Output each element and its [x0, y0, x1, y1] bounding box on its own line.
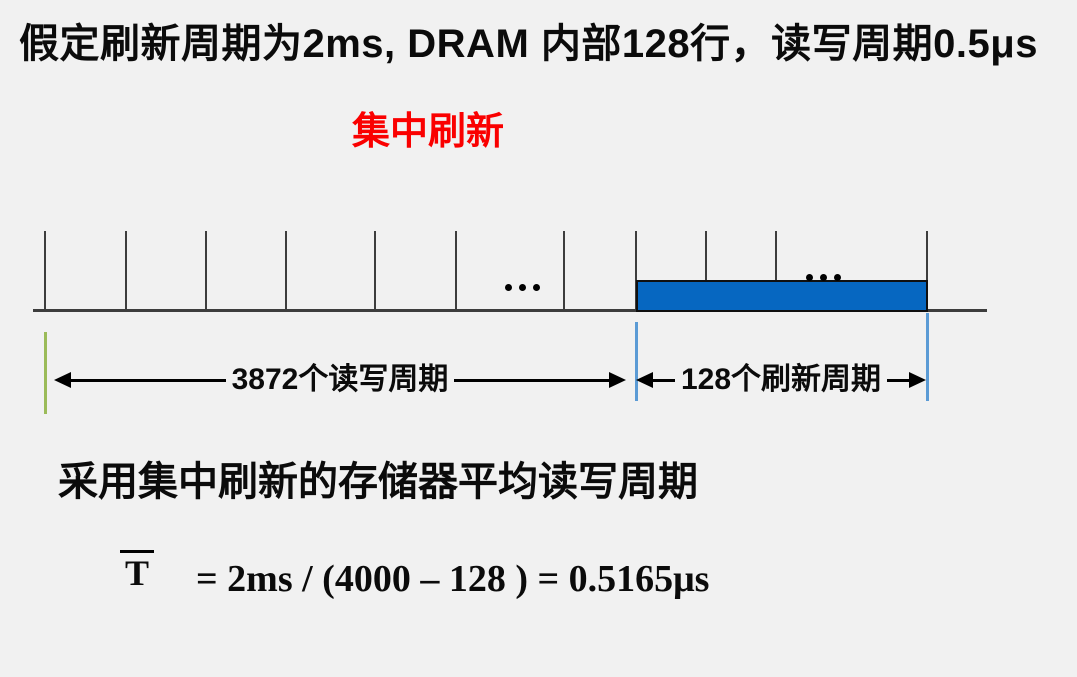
tick-mark	[205, 231, 207, 310]
tick-mark	[125, 231, 127, 310]
refresh-start-marker	[635, 322, 638, 401]
tick-mark	[705, 231, 707, 310]
refresh-span-arrow: 128个刷新周期	[636, 362, 926, 398]
formula-expression: = 2ms / (4000 – 128 ) = 0.5165μs	[196, 558, 710, 600]
tick-mark	[44, 231, 46, 310]
arrow-line	[887, 378, 909, 382]
refresh-block	[636, 280, 928, 312]
tick-mark	[775, 231, 777, 310]
tick-mark	[926, 231, 928, 310]
read-write-span-arrow: 3872个读写周期	[54, 362, 626, 398]
arrow-left-icon	[636, 372, 653, 388]
tick-mark	[285, 231, 287, 310]
refresh-span-label: 128个刷新周期	[680, 363, 882, 396]
slide-title: 假定刷新周期为2ms, DRAM 内部128行，读写周期0.5μs	[19, 22, 1038, 66]
conclusion-text: 采用集中刷新的存储器平均读写周期	[58, 460, 698, 504]
arrow-line	[71, 378, 226, 382]
arrow-right-icon	[909, 372, 926, 388]
tick-mark	[563, 231, 565, 310]
ellipsis-left-icon	[505, 284, 540, 291]
start-marker	[44, 332, 47, 414]
read-write-span-label: 3872个读写周期	[231, 363, 449, 396]
tick-mark	[374, 231, 376, 310]
arrow-left-icon	[54, 372, 71, 388]
arrow-right-icon	[609, 372, 626, 388]
arrow-line	[454, 378, 609, 382]
refresh-end-marker	[926, 313, 929, 401]
ellipsis-right-icon	[806, 274, 841, 281]
t-average-symbol: T	[120, 550, 155, 591]
timeline-axis	[33, 309, 987, 312]
subtitle: 集中刷新	[352, 111, 505, 153]
formula: T = 2ms / (4000 – 128 ) = 0.5165μs	[120, 550, 709, 598]
tick-mark	[635, 231, 637, 310]
arrow-line	[653, 378, 675, 382]
tick-mark	[455, 231, 457, 310]
